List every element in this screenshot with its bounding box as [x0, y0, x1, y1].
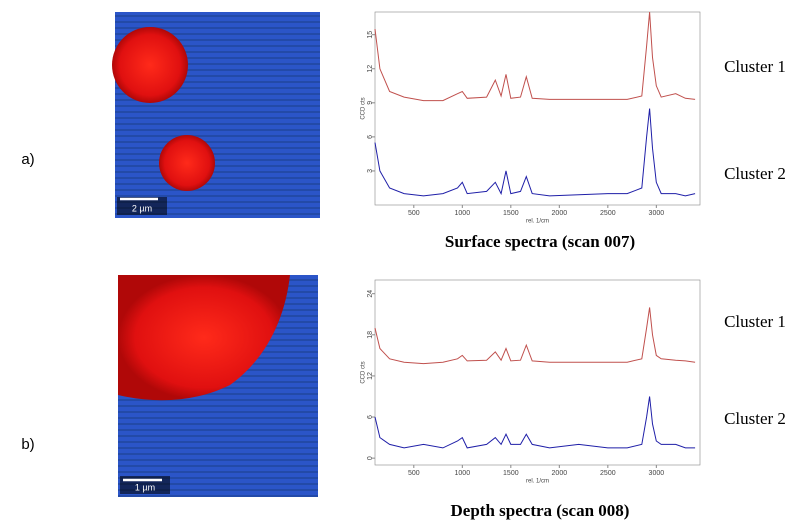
legend-label: Cluster 1: [724, 57, 786, 76]
caption: Depth spectra (scan 008): [451, 501, 630, 520]
x-tick-label: 2000: [552, 470, 568, 477]
y-tick-label: 3: [367, 169, 374, 173]
legend-label: Cluster 1: [724, 312, 786, 331]
y-tick-label: 6: [367, 415, 374, 419]
x-tick-label: 3000: [649, 470, 665, 477]
y-tick-label: 9: [367, 101, 374, 105]
x-tick-label: 500: [408, 210, 420, 217]
panel-label: b): [21, 436, 34, 453]
y-axis-label: CCD cts: [361, 97, 367, 119]
legend-label: Cluster 2: [724, 164, 786, 183]
x-tick-label: 3000: [649, 210, 665, 217]
spectrum-line: [374, 108, 696, 197]
y-tick-label: 24: [367, 290, 374, 298]
map-image: [112, 12, 320, 218]
x-tick-label: 1000: [455, 470, 471, 477]
x-tick-label: 1000: [455, 210, 471, 217]
y-axis-label: CCD cts: [361, 361, 367, 383]
x-axis-label: rel. 1/cm: [526, 479, 549, 485]
y-tick-label: 12: [367, 372, 374, 380]
x-tick-label: 1500: [503, 470, 519, 477]
panel-label: a): [21, 151, 34, 168]
spectrum-line: [374, 396, 696, 449]
legend-label: Cluster 2: [724, 409, 786, 428]
y-tick-label: 15: [367, 31, 374, 39]
x-tick-label: 500: [408, 470, 420, 477]
spectrum-line: [374, 307, 696, 365]
x-tick-label: 2000: [552, 210, 568, 217]
x-tick-label: 1500: [503, 210, 519, 217]
y-tick-label: 12: [367, 65, 374, 73]
y-tick-label: 18: [367, 331, 374, 339]
scale-bar-label: 1 µm: [135, 482, 155, 492]
plot-frame: [374, 279, 701, 466]
y-tick-label: 6: [367, 135, 374, 139]
scale-bar-label: 2 µm: [132, 203, 152, 213]
plot-frame: [374, 11, 701, 206]
map-image: [118, 275, 318, 497]
y-tick-label: 0: [367, 456, 374, 460]
x-tick-label: 2500: [600, 470, 616, 477]
spectrum-line: [374, 11, 696, 102]
caption: Surface spectra (scan 007): [445, 232, 635, 251]
x-axis-label: rel. 1/cm: [526, 219, 549, 225]
x-tick-label: 2500: [600, 210, 616, 217]
